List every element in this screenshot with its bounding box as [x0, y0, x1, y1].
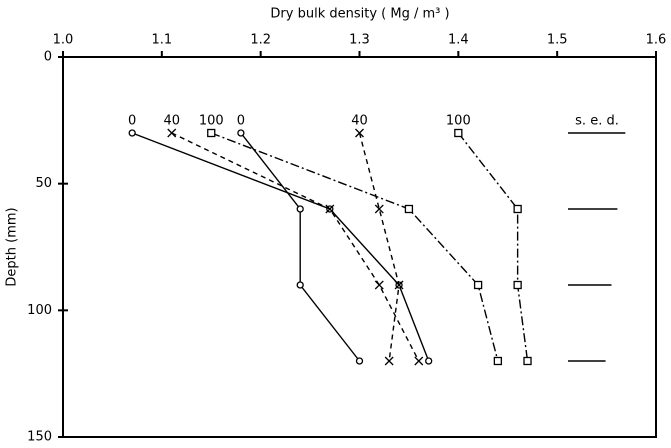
x-tick-label: 1.2 [250, 33, 271, 48]
x-tick-label: 1.3 [349, 33, 370, 48]
sed-label: s. e. d. [575, 114, 619, 129]
point [513, 280, 522, 290]
x-tick-label: 1.1 [151, 33, 172, 48]
point [374, 280, 384, 290]
y-tick-label: 100 [27, 303, 52, 318]
series-label: 0 [237, 114, 245, 129]
series-line [358, 132, 400, 362]
x-tick-label: 1.6 [646, 33, 667, 48]
point [493, 356, 503, 366]
point [384, 356, 394, 366]
series-label: 40 [163, 114, 180, 129]
x-tick-label: 1.4 [448, 33, 469, 48]
x-tick-label: 1.0 [53, 33, 74, 48]
point [513, 204, 522, 214]
x-tick-label: 1.5 [547, 33, 568, 48]
point [355, 128, 364, 138]
point [473, 280, 483, 290]
point [167, 128, 177, 138]
point [404, 204, 414, 214]
point [296, 205, 304, 213]
point [237, 129, 245, 137]
y-tick-label: 150 [27, 430, 52, 445]
series-label: 40 [351, 114, 368, 129]
point [394, 280, 404, 290]
y-tick-label: 0 [44, 50, 52, 65]
point [454, 128, 463, 138]
series-line [210, 132, 499, 362]
point [414, 356, 424, 366]
series-label: 100 [199, 114, 224, 129]
point [374, 204, 384, 214]
point [355, 357, 364, 365]
point [425, 357, 433, 365]
point [296, 281, 304, 289]
point [523, 356, 532, 366]
point [128, 129, 136, 137]
series-line [171, 132, 420, 362]
x-axis-label: Dry bulk density ( Mg / m³ ) [270, 7, 449, 22]
series-label: 0 [128, 114, 136, 129]
point [325, 204, 335, 214]
series-line [240, 132, 361, 362]
point [207, 128, 216, 138]
series-line [131, 132, 430, 362]
series-line [457, 132, 529, 362]
y-tick-label: 50 [35, 176, 52, 191]
series-label: 100 [446, 114, 471, 129]
y-axis-label: Depth (mm) [5, 207, 20, 286]
